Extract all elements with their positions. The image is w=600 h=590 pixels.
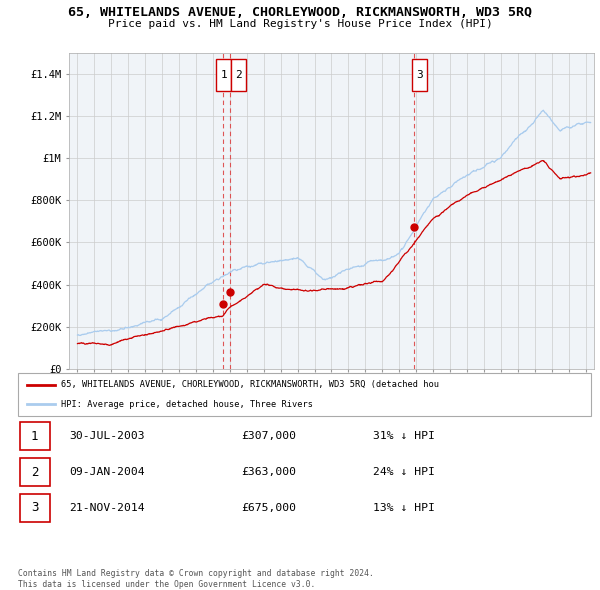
FancyBboxPatch shape <box>20 494 50 522</box>
FancyBboxPatch shape <box>412 60 427 91</box>
Text: 13% ↓ HPI: 13% ↓ HPI <box>373 503 435 513</box>
Text: 3: 3 <box>31 502 38 514</box>
Text: £307,000: £307,000 <box>241 431 296 441</box>
Text: 1: 1 <box>31 430 38 442</box>
Text: Price paid vs. HM Land Registry's House Price Index (HPI): Price paid vs. HM Land Registry's House … <box>107 19 493 29</box>
Text: 3: 3 <box>416 70 422 80</box>
Text: 31% ↓ HPI: 31% ↓ HPI <box>373 431 435 441</box>
FancyBboxPatch shape <box>20 458 50 486</box>
Text: 65, WHITELANDS AVENUE, CHORLEYWOOD, RICKMANSWORTH, WD3 5RQ (detached hou: 65, WHITELANDS AVENUE, CHORLEYWOOD, RICK… <box>61 381 439 389</box>
Text: £363,000: £363,000 <box>241 467 296 477</box>
Text: 1: 1 <box>220 70 227 80</box>
Text: Contains HM Land Registry data © Crown copyright and database right 2024.
This d: Contains HM Land Registry data © Crown c… <box>18 569 374 589</box>
Text: 09-JAN-2004: 09-JAN-2004 <box>70 467 145 477</box>
Text: 30-JUL-2003: 30-JUL-2003 <box>70 431 145 441</box>
FancyBboxPatch shape <box>18 373 591 416</box>
Text: 2: 2 <box>31 466 38 478</box>
Text: 2: 2 <box>235 70 242 80</box>
FancyBboxPatch shape <box>217 60 231 91</box>
Text: 24% ↓ HPI: 24% ↓ HPI <box>373 467 435 477</box>
Text: 21-NOV-2014: 21-NOV-2014 <box>70 503 145 513</box>
FancyBboxPatch shape <box>232 60 246 91</box>
Text: 65, WHITELANDS AVENUE, CHORLEYWOOD, RICKMANSWORTH, WD3 5RQ: 65, WHITELANDS AVENUE, CHORLEYWOOD, RICK… <box>68 6 532 19</box>
FancyBboxPatch shape <box>20 422 50 450</box>
Text: HPI: Average price, detached house, Three Rivers: HPI: Average price, detached house, Thre… <box>61 400 313 409</box>
Text: £675,000: £675,000 <box>241 503 296 513</box>
